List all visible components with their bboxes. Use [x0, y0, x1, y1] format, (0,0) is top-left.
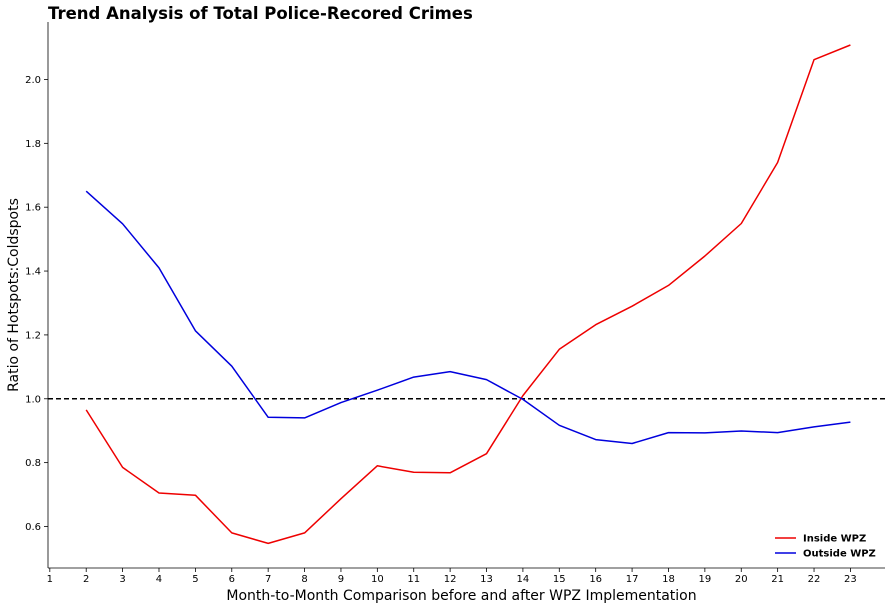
legend: Inside WPZ Outside WPZ — [775, 534, 876, 560]
x-tick-label: 6 — [229, 574, 235, 585]
x-tick-label: 15 — [553, 574, 566, 585]
x-tick-label: 16 — [589, 574, 602, 585]
x-tick-label: 17 — [626, 574, 639, 585]
x-tick-label: 5 — [192, 574, 198, 585]
y-tick-label: 1.4 — [25, 267, 41, 278]
x-tick-label: 7 — [265, 574, 271, 585]
x-tick-label: 3 — [119, 574, 125, 585]
series-layer — [85, 44, 851, 545]
y-tick-label: 1.2 — [25, 330, 41, 341]
y-tick-label: 0.8 — [25, 458, 41, 469]
x-tick-label: 12 — [444, 574, 457, 585]
y-axis-label: Ratio of Hotspots:Coldspots — [6, 198, 22, 392]
x-tick-label: 11 — [407, 574, 420, 585]
legend-label: Inside WPZ — [803, 534, 866, 545]
x-tick-label: 21 — [771, 574, 784, 585]
x-tick-label: 10 — [371, 574, 384, 585]
chart-title: Trend Analysis of Total Police-Recored C… — [48, 4, 473, 23]
x-axis-label: Month-to-Month Comparison before and aft… — [226, 588, 696, 604]
x-tick-label: 20 — [735, 574, 748, 585]
x-tick-label: 18 — [662, 574, 675, 585]
series-line-outside-wpz — [85, 190, 851, 445]
series-line-inside-wpz — [85, 44, 851, 545]
x-tick-label: 8 — [301, 574, 307, 585]
legend-label: Outside WPZ — [803, 549, 876, 560]
x-tick-label: 1 — [47, 574, 53, 585]
y-tick-label: 1.6 — [25, 203, 41, 214]
x-tick-label: 2 — [83, 574, 89, 585]
x-tick-label: 19 — [698, 574, 711, 585]
x-tick-label: 14 — [517, 574, 530, 585]
x-tick-label: 23 — [844, 574, 857, 585]
y-tick-label: 1.0 — [25, 394, 41, 405]
y-tick-label: 1.8 — [25, 139, 41, 150]
y-tick-label: 2.0 — [25, 75, 41, 86]
x-tick-label: 9 — [338, 574, 344, 585]
x-tick-label: 4 — [156, 574, 162, 585]
y-tick-label: 0.6 — [25, 522, 41, 533]
axes: 1 2 3 4 5 6 7 8 9 10 11 12 13 14 15 16 17 18 19 20 21 22 230.6… — [25, 22, 885, 585]
x-tick-label: 22 — [808, 574, 821, 585]
x-tick-label: 13 — [480, 574, 493, 585]
